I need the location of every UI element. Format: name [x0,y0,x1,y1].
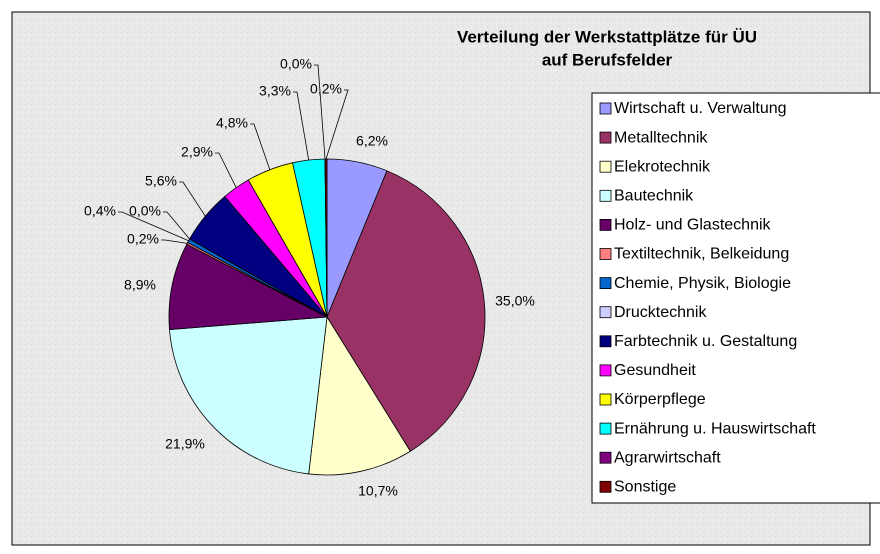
leader-line [293,91,310,161]
legend-label: Bautechnik [614,188,694,205]
legend-label: Wirtschaft u. Verwaltung [614,100,787,117]
legend-swatch [599,131,612,144]
pie-slice [169,316,328,475]
legend-swatch [599,248,612,260]
chart-subtitle: auf Berufsfelder [542,50,673,69]
data-label: 0,0% [129,203,161,219]
pie-slice [326,170,486,452]
legend-label: Elekrotechnik [614,158,711,175]
leader-line [118,211,189,242]
legend-box [591,92,880,504]
data-label: 21,9% [165,436,205,452]
data-label: 0,2% [310,81,342,97]
leader-line [250,123,271,170]
data-label: 0,0% [280,56,312,72]
chart-title: Verteilung der Werkstattplätze für ÜU [457,27,757,46]
legend-label: Agrarwirtschaft [614,449,721,466]
legend-swatch [599,102,612,115]
legend-label: Farbtechnik u. Gestaltung [614,333,797,350]
legend-swatch [599,364,612,377]
legend-label: Sonstige [614,479,676,496]
data-label: 0,2% [127,231,159,247]
legend-label: Ernährung u. Hauswirtschaft [614,420,816,437]
legend-swatch [599,306,612,319]
pie-slice [168,243,329,331]
data-label: 6,2% [356,133,388,149]
legend-label: Chemie, Physik, Biologie [614,275,791,292]
data-label: 2,9% [181,144,213,160]
data-label: 8,9% [124,277,156,293]
pie-slice [308,315,411,476]
legend-label: Gesundheit [614,362,696,379]
legend-label: Körperpflege [614,391,706,408]
data-label: 4,8% [216,115,248,131]
legend-swatch [599,422,612,435]
leader-line [314,64,326,160]
legend-swatch [599,218,612,231]
legend-swatch [599,335,612,348]
legend-swatch [599,451,612,464]
data-label: 0,4% [84,203,116,219]
legend-label: Holz- und Glastechnik [614,217,772,234]
legend-label: Textiltechnik, Belkeidung [614,246,789,263]
leader-line [163,211,190,240]
data-label: 3,3% [259,83,291,99]
legend-swatch [599,480,612,493]
legend-swatch [599,393,612,406]
legend-swatch [599,277,612,290]
leader-line [215,152,237,188]
legend-swatch [599,160,612,173]
leader-line [179,181,206,217]
data-label: 10,7% [358,483,398,499]
legend-label: Metalltechnik [614,129,708,146]
legend-label: Drucktechnik [614,304,707,321]
data-label: 5,6% [145,173,177,189]
data-label: 35,0% [495,293,535,309]
leader-line [161,239,188,244]
legend-swatch [599,189,612,202]
leader-line [325,89,349,160]
